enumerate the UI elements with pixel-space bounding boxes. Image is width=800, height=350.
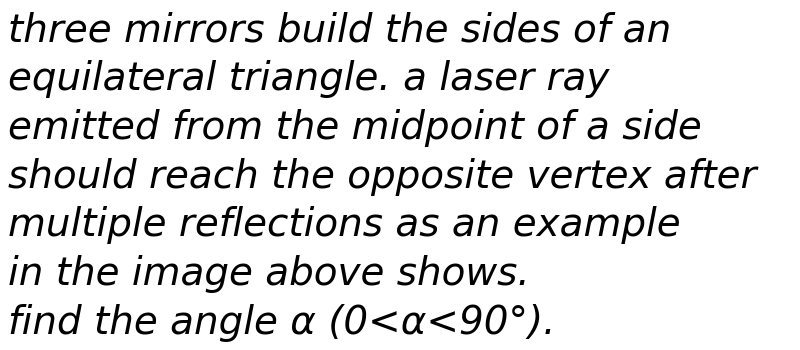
Text: in the image above shows.: in the image above shows. <box>8 255 530 293</box>
Text: find the angle α (0<α<90°).: find the angle α (0<α<90°). <box>8 304 555 342</box>
Text: emitted from the midpoint of a side: emitted from the midpoint of a side <box>8 109 702 147</box>
Text: multiple reflections as an example: multiple reflections as an example <box>8 206 681 244</box>
Text: three mirrors build the sides of an: three mirrors build the sides of an <box>8 12 671 49</box>
Text: equilateral triangle. a laser ray: equilateral triangle. a laser ray <box>8 60 610 98</box>
Text: should reach the opposite vertex after: should reach the opposite vertex after <box>8 158 757 196</box>
